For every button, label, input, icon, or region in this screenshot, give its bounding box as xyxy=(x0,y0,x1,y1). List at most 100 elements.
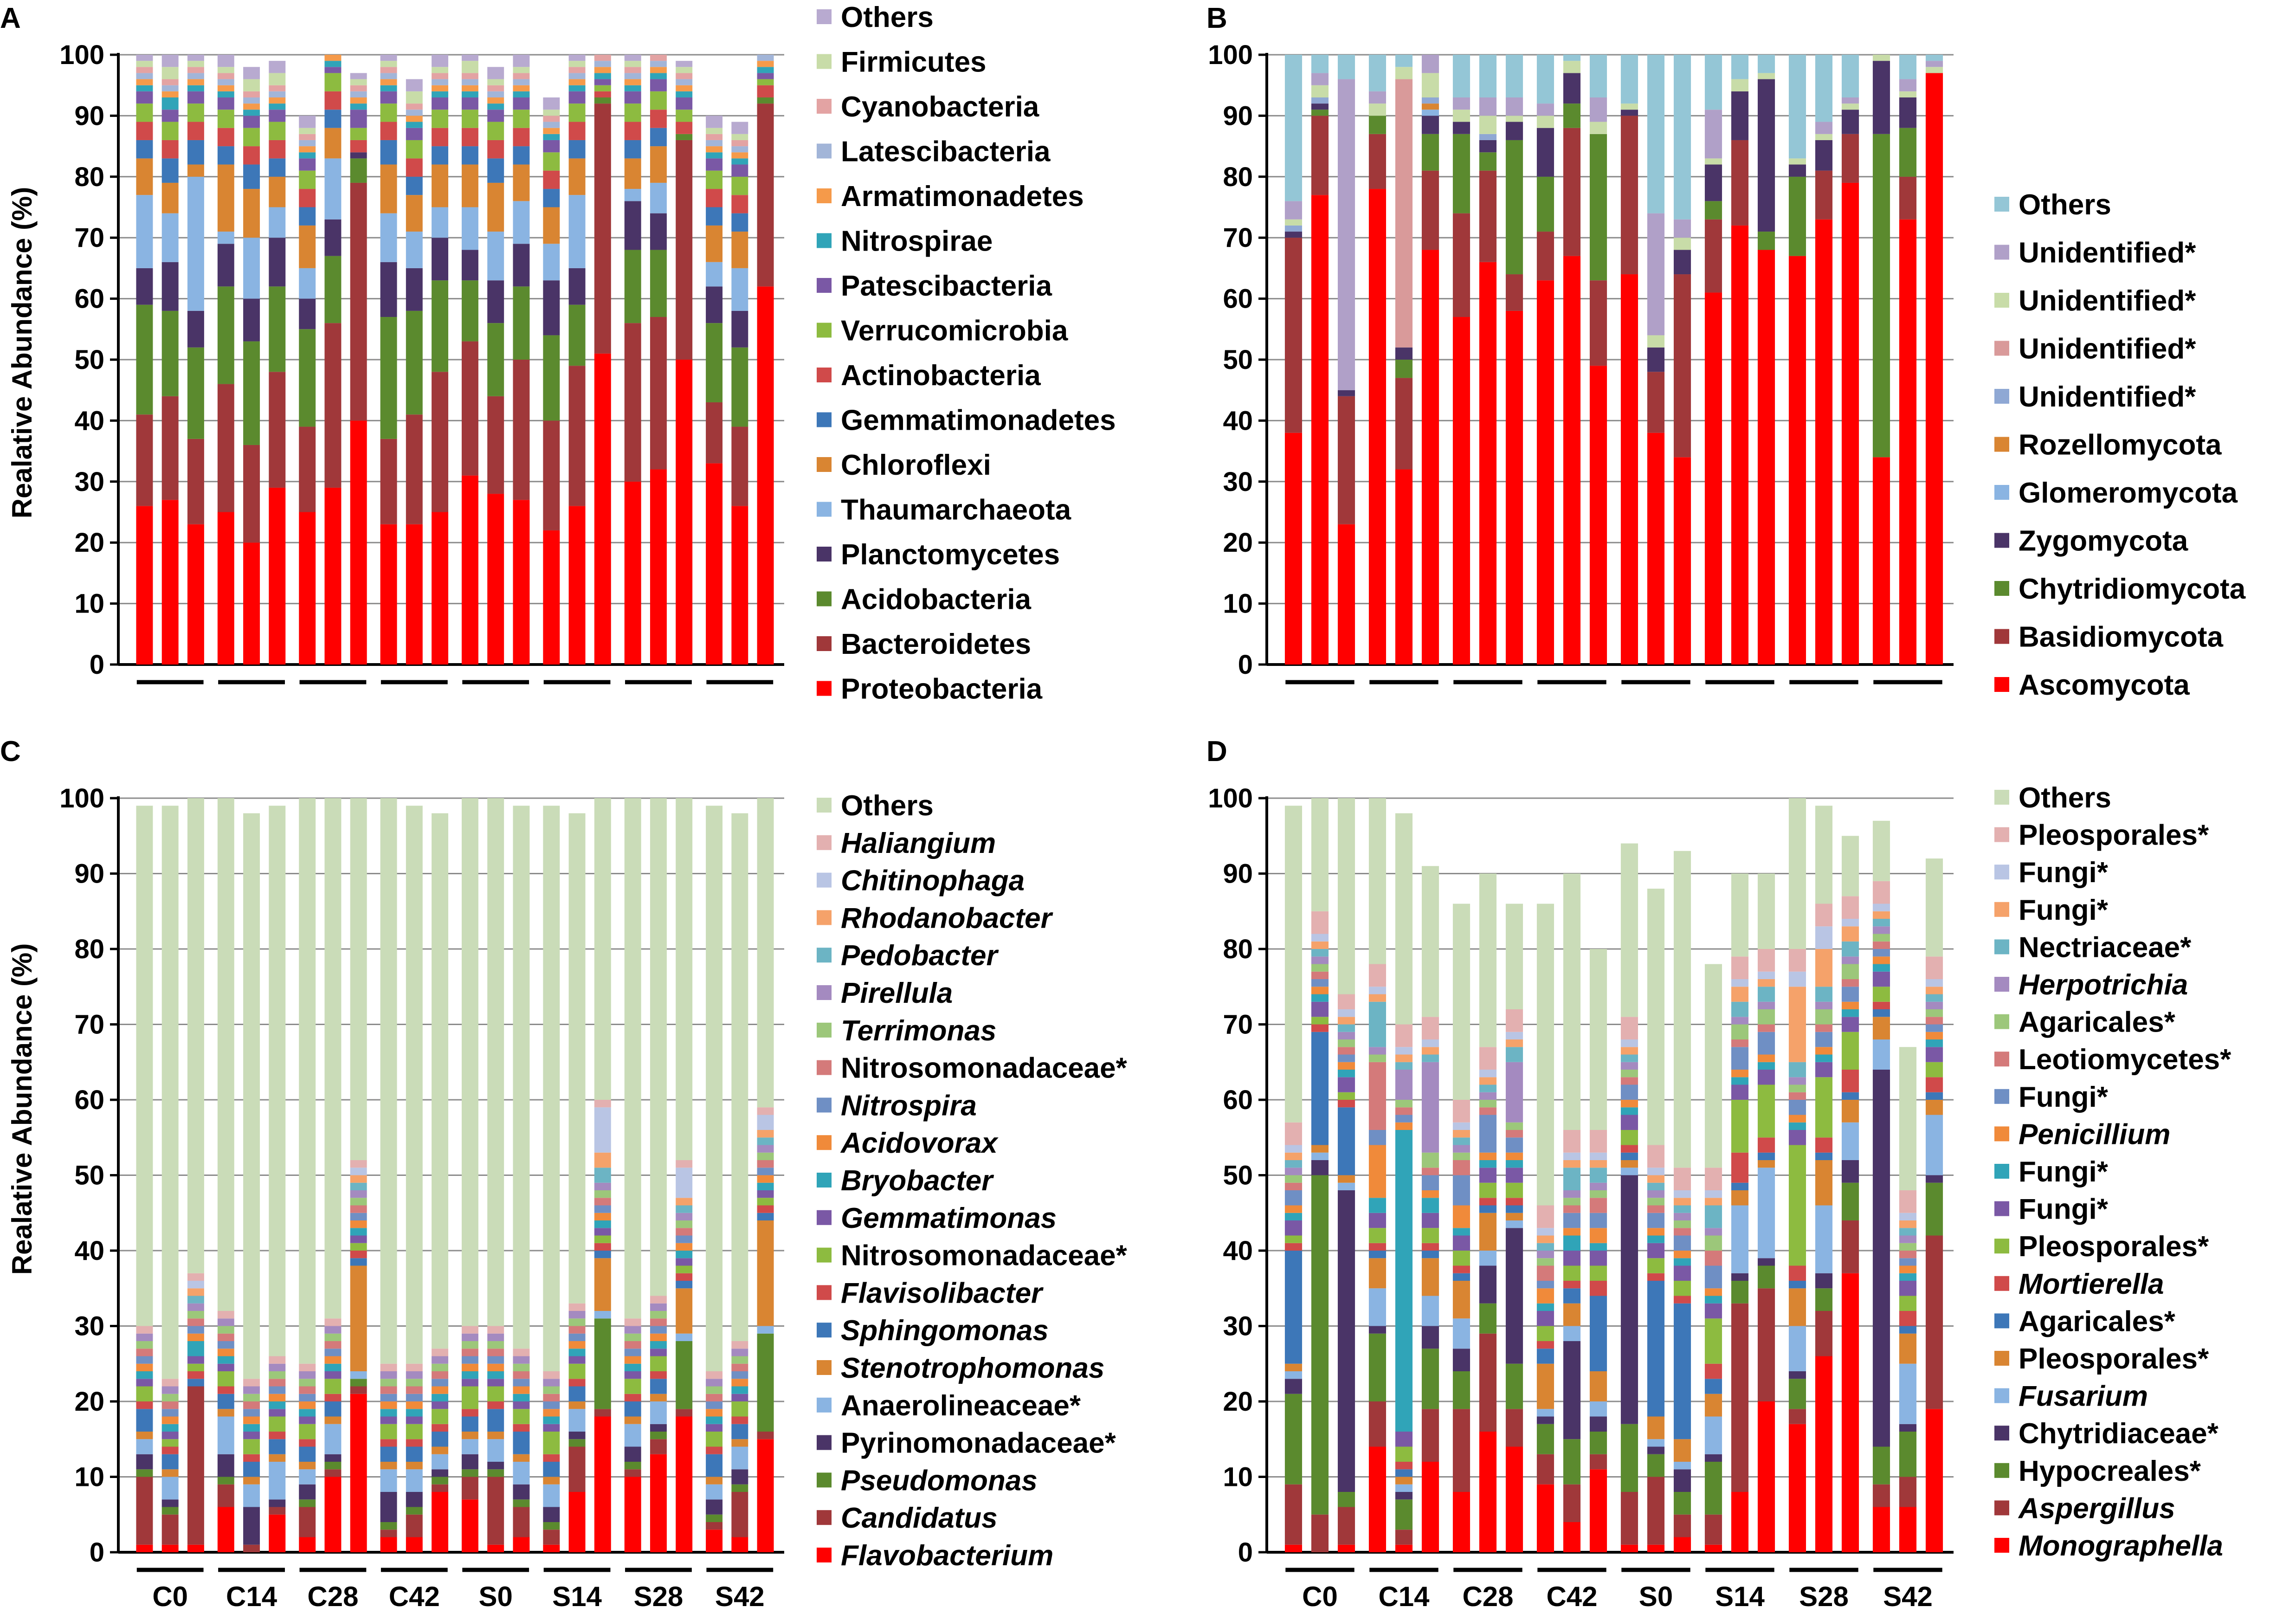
bar-segment xyxy=(406,1514,423,1537)
bar-segment xyxy=(269,238,286,287)
y-tick-label: 50 xyxy=(74,345,104,375)
bar-segment xyxy=(217,67,234,73)
bar-segment xyxy=(243,238,260,299)
bar-segment xyxy=(461,61,478,73)
bar-segment xyxy=(1704,1303,1722,1319)
bar-segment xyxy=(650,1356,667,1371)
bar-segment xyxy=(568,1432,586,1439)
legend-swatch xyxy=(1994,1164,2009,1179)
bar-segment xyxy=(1395,67,1413,79)
y-tick-label: 100 xyxy=(59,40,104,70)
bar-segment xyxy=(1452,1251,1470,1266)
legend-swatch xyxy=(1994,790,2009,805)
bar-segment xyxy=(676,1288,693,1334)
bar-segment xyxy=(650,91,667,110)
y-tick-label: 50 xyxy=(1223,345,1253,375)
bar-segment xyxy=(1673,1537,1691,1552)
bar-segment xyxy=(432,512,449,665)
bar-segment xyxy=(461,1454,478,1470)
bar-segment xyxy=(1815,1273,1833,1289)
bar-segment xyxy=(161,1507,179,1515)
bar-segment xyxy=(731,158,748,165)
bar-segment xyxy=(1505,1220,1523,1228)
bar-segment xyxy=(187,1281,204,1289)
bar-segment xyxy=(1368,1326,1387,1334)
bar-segment xyxy=(1872,956,1890,964)
bar-segment xyxy=(1563,128,1581,256)
bar-segment xyxy=(650,1318,667,1326)
bar-segment xyxy=(324,1318,342,1326)
bar-segment xyxy=(543,806,560,1371)
bar-segment xyxy=(1395,378,1413,470)
y-tick-label: 20 xyxy=(1223,528,1253,558)
bar-segment xyxy=(324,1416,342,1424)
bar-segment xyxy=(350,103,367,110)
bar-segment xyxy=(1589,1281,1607,1296)
bar-segment xyxy=(269,1401,286,1409)
group-label: S42 xyxy=(715,1581,765,1612)
bar-segment xyxy=(432,1409,449,1424)
bar-segment xyxy=(1757,73,1775,79)
bar-segment xyxy=(624,1477,641,1552)
y-tick-label: 80 xyxy=(74,934,104,964)
legend-swatch xyxy=(817,547,832,562)
bar-segment xyxy=(757,1190,774,1198)
bar-segment xyxy=(757,67,774,73)
bar-segment xyxy=(1589,1251,1607,1266)
bar-segment xyxy=(568,1333,586,1341)
bar-segment xyxy=(1337,1507,1355,1545)
bar-segment xyxy=(1368,994,1387,1002)
bar-segment xyxy=(461,91,478,97)
bar-segment xyxy=(1452,55,1470,97)
bar-segment xyxy=(1731,1039,1749,1047)
bar-segment xyxy=(1647,1446,1665,1454)
bar-segment xyxy=(1872,1017,1890,1039)
bar-segment xyxy=(1731,1492,1749,1552)
bar-segment xyxy=(1395,360,1413,378)
bar-segment xyxy=(1421,1258,1439,1296)
bar-segment xyxy=(1899,1363,1917,1424)
bar-segment xyxy=(1757,1152,1775,1160)
bar-segment xyxy=(1731,1084,1749,1100)
bar-segment xyxy=(1620,1047,1638,1055)
bar-segment xyxy=(706,1446,723,1454)
bar-segment xyxy=(757,79,774,85)
bar-segment xyxy=(161,1386,179,1394)
bar-segment xyxy=(1311,964,1329,972)
bar-segment xyxy=(706,1432,723,1447)
bar-segment xyxy=(432,67,449,73)
bar-segment xyxy=(1872,1070,1890,1447)
bar-segment xyxy=(624,1349,641,1356)
bar-segment xyxy=(676,1273,693,1281)
bar-segment xyxy=(1673,1205,1691,1213)
bar-segment xyxy=(299,170,316,189)
bar-segment xyxy=(380,122,397,140)
bar-segment xyxy=(1536,128,1554,177)
bar-segment xyxy=(594,1416,611,1552)
bar-segment xyxy=(1872,134,1890,458)
legend-label: Acidobacteria xyxy=(841,584,1032,616)
bar-segment xyxy=(1620,1070,1638,1078)
y-tick-label: 70 xyxy=(74,1010,104,1040)
bar-segment xyxy=(161,55,179,67)
bar-segment xyxy=(432,238,449,281)
bar-segment xyxy=(461,1333,478,1341)
bar-segment xyxy=(1284,1190,1303,1206)
bar-segment xyxy=(299,1439,316,1447)
bar-segment xyxy=(406,1371,423,1379)
bar-segment xyxy=(217,1454,234,1477)
bar-segment xyxy=(461,1386,478,1409)
bar-segment xyxy=(1505,1160,1523,1168)
legend-swatch xyxy=(1994,1463,2009,1478)
bar-segment xyxy=(461,1349,478,1356)
bar-segment xyxy=(1647,1243,1665,1259)
bar-segment xyxy=(594,1213,611,1220)
bar-segment xyxy=(432,1379,449,1387)
bar-segment xyxy=(299,146,316,153)
bar-segment xyxy=(513,360,530,500)
panel-letter-a: A xyxy=(0,2,21,34)
bar-segment xyxy=(187,1318,204,1326)
bar-segment xyxy=(650,469,667,665)
bar-segment xyxy=(1452,1265,1470,1273)
bar-segment xyxy=(380,1462,397,1470)
